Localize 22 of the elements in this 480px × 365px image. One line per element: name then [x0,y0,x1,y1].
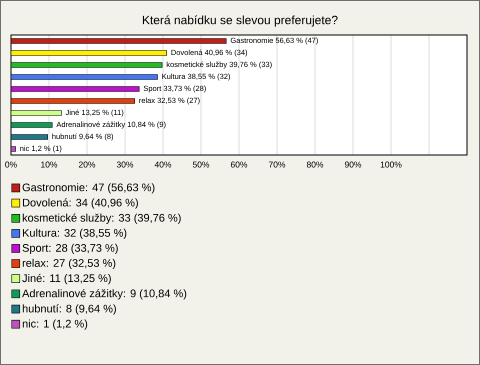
chart-title: Která nabídku se slevou preferujete? [142,15,338,27]
legend-label: Kultura: 32 (38,55 %) [22,228,126,239]
legend-label: Adrenalinové zážitky: 9 (10,84 %) [22,289,186,300]
x-tick-label: 70% [268,162,286,168]
x-tick-label: 20% [78,162,96,168]
x-tick-label: 50% [192,162,210,168]
legend-label: hubnutí: 8 (9,64 %) [22,304,116,315]
legend-label: kosmetické služby: 33 (39,76 %) [22,213,181,224]
x-tick-label: 40% [154,162,172,168]
x-tick-label: 100% [380,162,402,168]
legend-label: Sport: 28 (33,73 %) [22,244,118,254]
x-tick-label: 30% [116,162,134,168]
legend-label: Gastronomie: 47 (56,63 %) [22,183,154,194]
x-tick-label: 90% [344,162,362,168]
x-tick-label: 0% [5,162,17,168]
legend-label: Jiné: 11 (13,25 %) [22,274,111,284]
x-tick-label: 80% [306,162,324,168]
x-tick-label: 60% [230,162,248,168]
legend-label: nic: 1 (1,2 %) [22,319,88,330]
legend-label: relax: 27 (32,53 %) [22,258,116,270]
x-tick-label: 10% [41,162,58,168]
legend-label: Dovolená: 34 (40,96 %) [22,198,138,209]
